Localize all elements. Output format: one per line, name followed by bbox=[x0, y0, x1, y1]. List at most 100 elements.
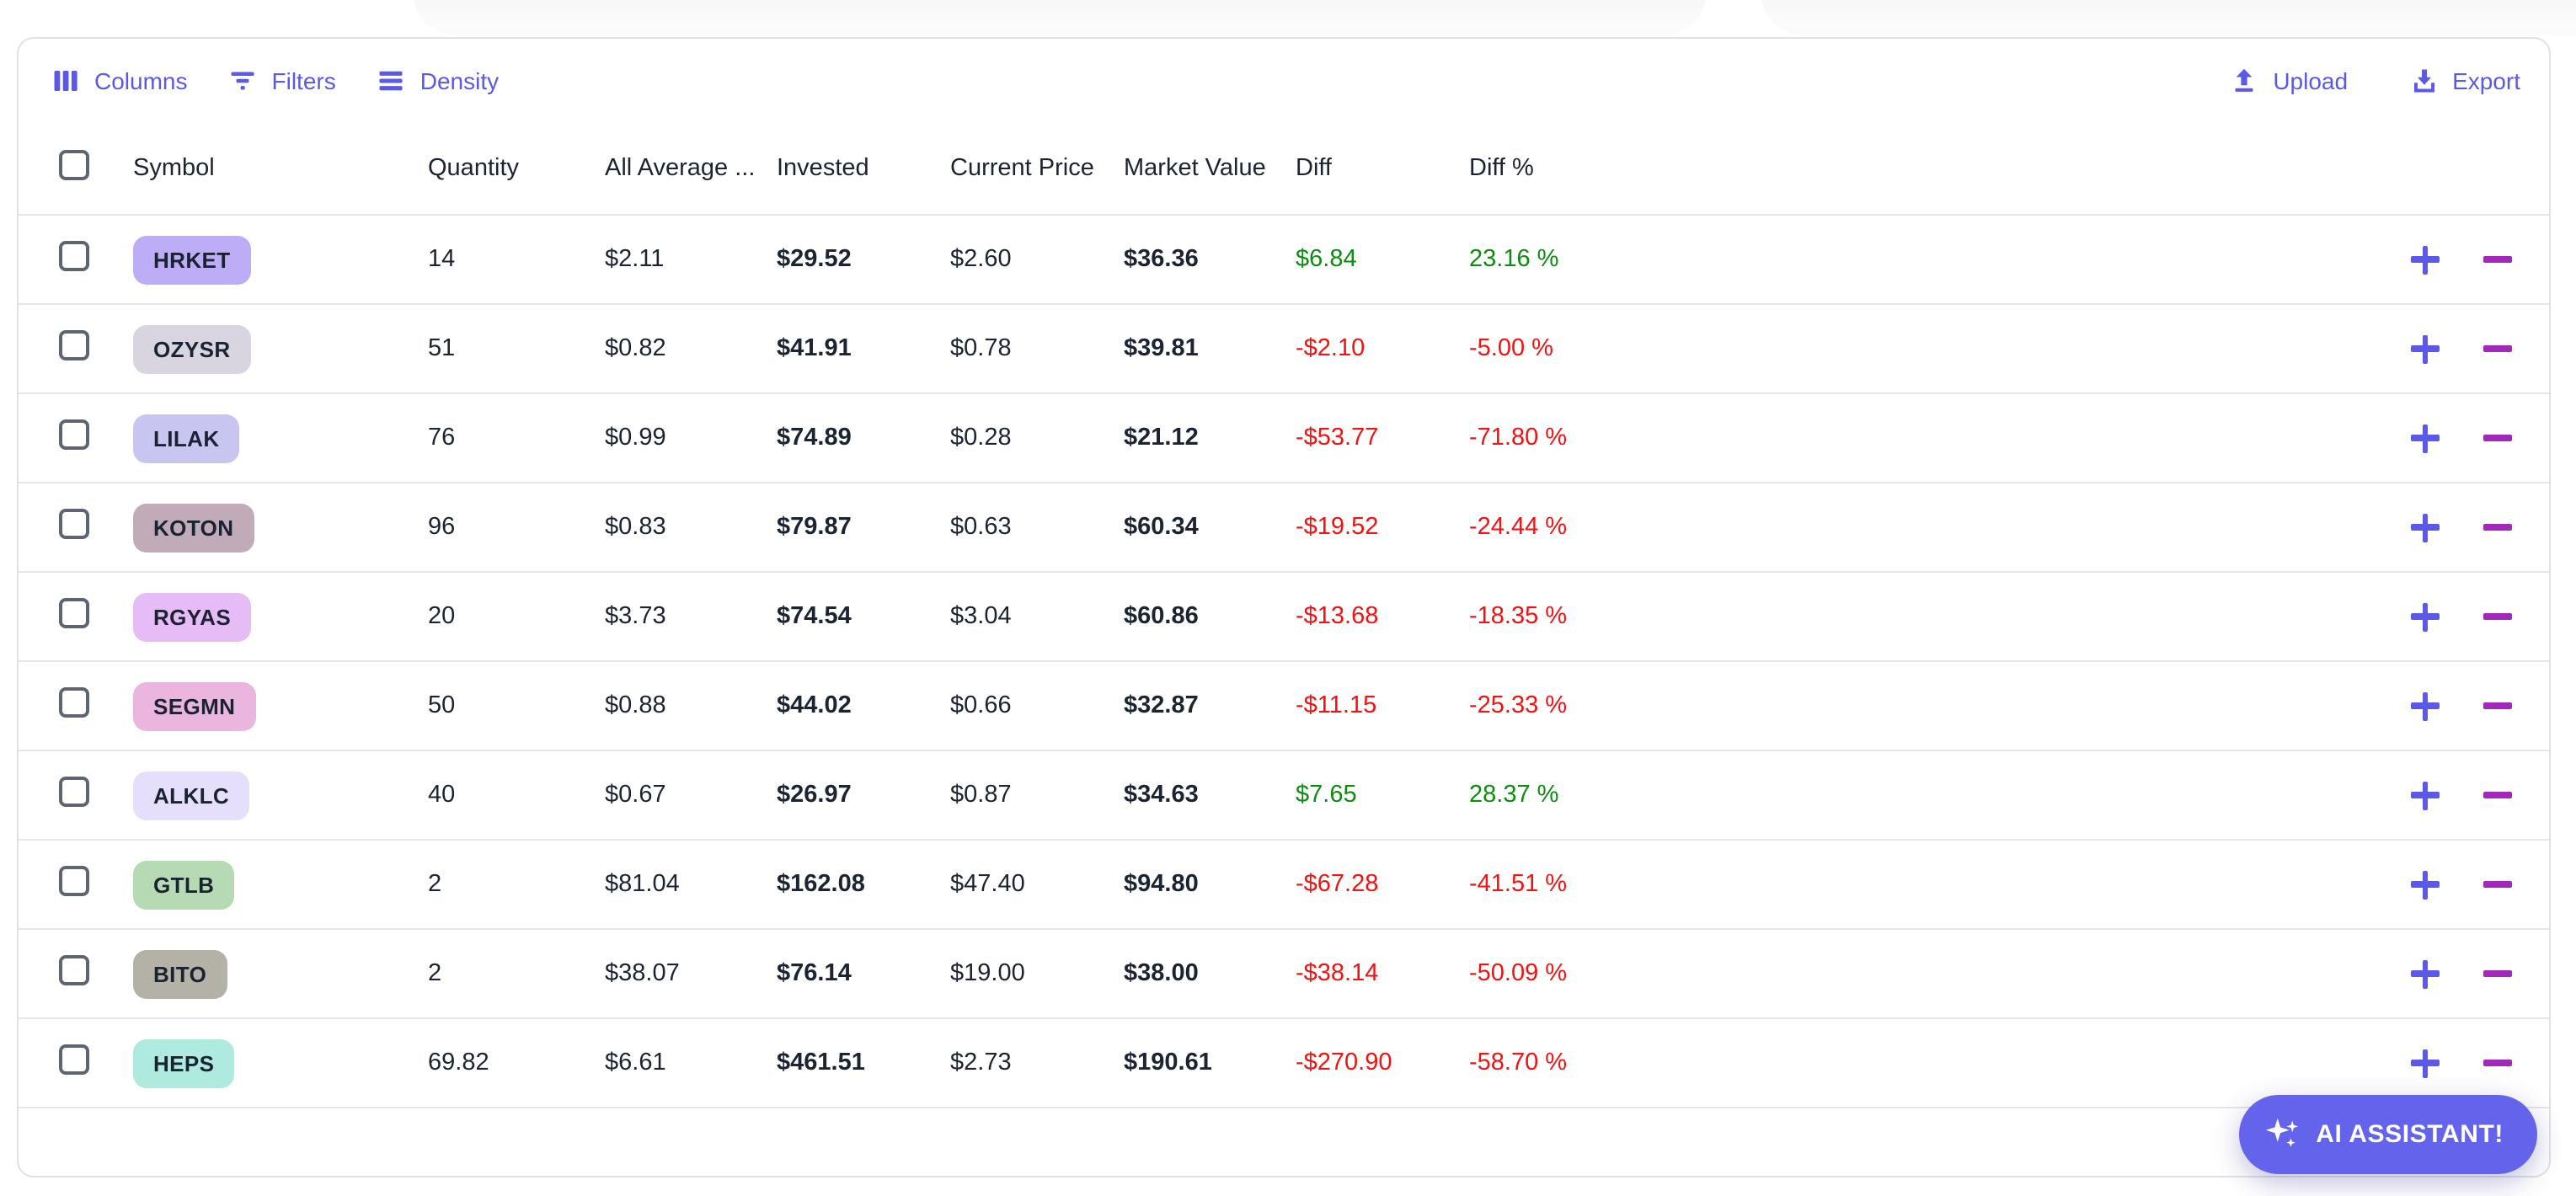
table-toolbar: Columns Filters bbox=[19, 39, 2549, 123]
row-checkbox[interactable] bbox=[59, 866, 89, 896]
column-header-all-average[interactable]: All Average ... bbox=[605, 155, 756, 182]
row-checkbox[interactable] bbox=[59, 509, 89, 539]
column-header-current-price[interactable]: Current Price bbox=[950, 155, 1094, 182]
row-actions-cell bbox=[2296, 959, 2549, 988]
column-header-quantity[interactable]: Quantity bbox=[428, 155, 519, 182]
sparkles-icon bbox=[2264, 1118, 2298, 1147]
remove-icon[interactable] bbox=[2483, 613, 2512, 620]
table-row: HEPS 69.82 $6.61 $461.51 $2.73 $190.61 -… bbox=[19, 1019, 2549, 1108]
table-row: ALKLC 40 $0.67 $26.97 $0.87 $34.63 $7.65… bbox=[19, 751, 2549, 841]
market-value-cell: $32.87 bbox=[1124, 692, 1199, 719]
column-header-market-value[interactable]: Market Value bbox=[1124, 155, 1266, 182]
upload-button[interactable]: Upload bbox=[2229, 66, 2348, 96]
diff-cell: -$38.14 bbox=[1296, 960, 1379, 987]
row-checkbox-cell bbox=[19, 598, 103, 635]
background-shape bbox=[413, 0, 1707, 35]
invested-cell: $76.14 bbox=[777, 960, 852, 987]
column-header-diff[interactable]: Diff bbox=[1296, 155, 1332, 182]
columns-button[interactable]: Columns bbox=[51, 66, 188, 96]
current-price-cell: $3.04 bbox=[950, 603, 1012, 630]
ai-assistant-label: AI ASSISTANT! bbox=[2316, 1120, 2504, 1149]
row-checkbox[interactable] bbox=[59, 1044, 89, 1075]
table-header-row: Symbol Quantity All Average ... Invested… bbox=[19, 123, 2549, 216]
row-checkbox-cell bbox=[19, 419, 103, 457]
current-price-cell: $2.60 bbox=[950, 246, 1012, 273]
symbol-badge: GTLB bbox=[133, 860, 235, 909]
export-button-label: Export bbox=[2452, 67, 2520, 94]
invested-cell: $29.52 bbox=[777, 246, 852, 273]
symbol-cell: LILAK bbox=[103, 414, 414, 462]
remove-icon[interactable] bbox=[2483, 524, 2512, 531]
market-value-cell: $190.61 bbox=[1124, 1049, 1212, 1076]
symbol-cell: KOTON bbox=[103, 503, 414, 552]
add-icon[interactable] bbox=[2411, 513, 2440, 542]
table-row: RGYAS 20 $3.73 $74.54 $3.04 $60.86 -$13.… bbox=[19, 573, 2549, 662]
columns-icon bbox=[54, 71, 77, 91]
add-icon[interactable] bbox=[2411, 959, 2440, 988]
add-icon[interactable] bbox=[2411, 1049, 2440, 1077]
all-average-cell: $0.88 bbox=[605, 692, 666, 719]
row-checkbox[interactable] bbox=[59, 419, 89, 450]
row-checkbox-cell bbox=[19, 509, 103, 546]
column-header-diff-pct[interactable]: Diff % bbox=[1469, 155, 1534, 182]
toolbar-right-group: Upload Export bbox=[2229, 66, 2520, 96]
add-icon[interactable] bbox=[2411, 870, 2440, 899]
table-body: HRKET 14 $2.11 $29.52 $2.60 $36.36 $6.84… bbox=[19, 216, 2549, 1108]
all-average-cell: $2.11 bbox=[605, 246, 665, 273]
invested-cell: $41.91 bbox=[777, 335, 852, 362]
density-button[interactable]: Density bbox=[377, 66, 499, 96]
market-value-cell: $36.36 bbox=[1124, 246, 1199, 273]
add-icon[interactable] bbox=[2411, 602, 2440, 631]
table-row: GTLB 2 $81.04 $162.08 $47.40 $94.80 -$67… bbox=[19, 841, 2549, 930]
invested-cell: $162.08 bbox=[777, 871, 865, 898]
quantity-cell: 51 bbox=[428, 335, 456, 362]
row-actions-cell bbox=[2296, 781, 2549, 809]
column-header-invested[interactable]: Invested bbox=[777, 155, 869, 182]
current-price-cell: $0.66 bbox=[950, 692, 1012, 719]
diff-cell: -$13.68 bbox=[1296, 603, 1379, 630]
ai-assistant-button[interactable]: AI ASSISTANT! bbox=[2238, 1095, 2537, 1174]
remove-icon[interactable] bbox=[2483, 345, 2512, 352]
toolbar-left-group: Columns Filters bbox=[51, 66, 499, 96]
add-icon[interactable] bbox=[2411, 424, 2440, 452]
diff-pct-cell: -58.70 % bbox=[1469, 1049, 1568, 1076]
diff-pct-cell: -71.80 % bbox=[1469, 424, 1568, 451]
diff-cell: $6.84 bbox=[1296, 246, 1357, 273]
row-checkbox-cell bbox=[19, 777, 103, 814]
remove-icon[interactable] bbox=[2483, 792, 2512, 798]
invested-cell: $461.51 bbox=[777, 1049, 865, 1076]
remove-icon[interactable] bbox=[2483, 881, 2512, 888]
row-checkbox[interactable] bbox=[59, 687, 89, 718]
quantity-cell: 14 bbox=[428, 246, 456, 273]
remove-icon[interactable] bbox=[2483, 1060, 2512, 1066]
market-value-cell: $21.12 bbox=[1124, 424, 1199, 451]
diff-cell: -$11.15 bbox=[1296, 692, 1377, 719]
current-price-cell: $2.73 bbox=[950, 1049, 1012, 1076]
symbol-badge: OZYSR bbox=[133, 324, 251, 373]
add-icon[interactable] bbox=[2411, 691, 2440, 720]
table-row: BITO 2 $38.07 $76.14 $19.00 $38.00 -$38.… bbox=[19, 930, 2549, 1019]
filters-button[interactable]: Filters bbox=[228, 66, 336, 96]
remove-icon[interactable] bbox=[2483, 256, 2512, 263]
remove-icon[interactable] bbox=[2483, 970, 2512, 977]
all-average-cell: $3.73 bbox=[605, 603, 666, 630]
row-checkbox[interactable] bbox=[59, 330, 89, 360]
quantity-cell: 96 bbox=[428, 514, 456, 541]
row-checkbox[interactable] bbox=[59, 955, 89, 985]
add-icon[interactable] bbox=[2411, 781, 2440, 809]
row-checkbox[interactable] bbox=[59, 241, 89, 271]
row-checkbox[interactable] bbox=[59, 777, 89, 807]
row-actions-cell bbox=[2296, 245, 2549, 274]
add-icon[interactable] bbox=[2411, 334, 2440, 363]
export-button[interactable]: Export bbox=[2408, 66, 2520, 96]
add-icon[interactable] bbox=[2411, 245, 2440, 274]
symbol-cell: SEGMN bbox=[103, 681, 414, 730]
row-checkbox-cell bbox=[19, 241, 103, 278]
column-header-symbol[interactable]: Symbol bbox=[133, 155, 215, 182]
select-all-checkbox[interactable] bbox=[59, 150, 89, 180]
remove-icon[interactable] bbox=[2483, 702, 2512, 709]
symbol-badge: HRKET bbox=[133, 235, 251, 284]
remove-icon[interactable] bbox=[2483, 435, 2512, 441]
row-checkbox[interactable] bbox=[59, 598, 89, 628]
